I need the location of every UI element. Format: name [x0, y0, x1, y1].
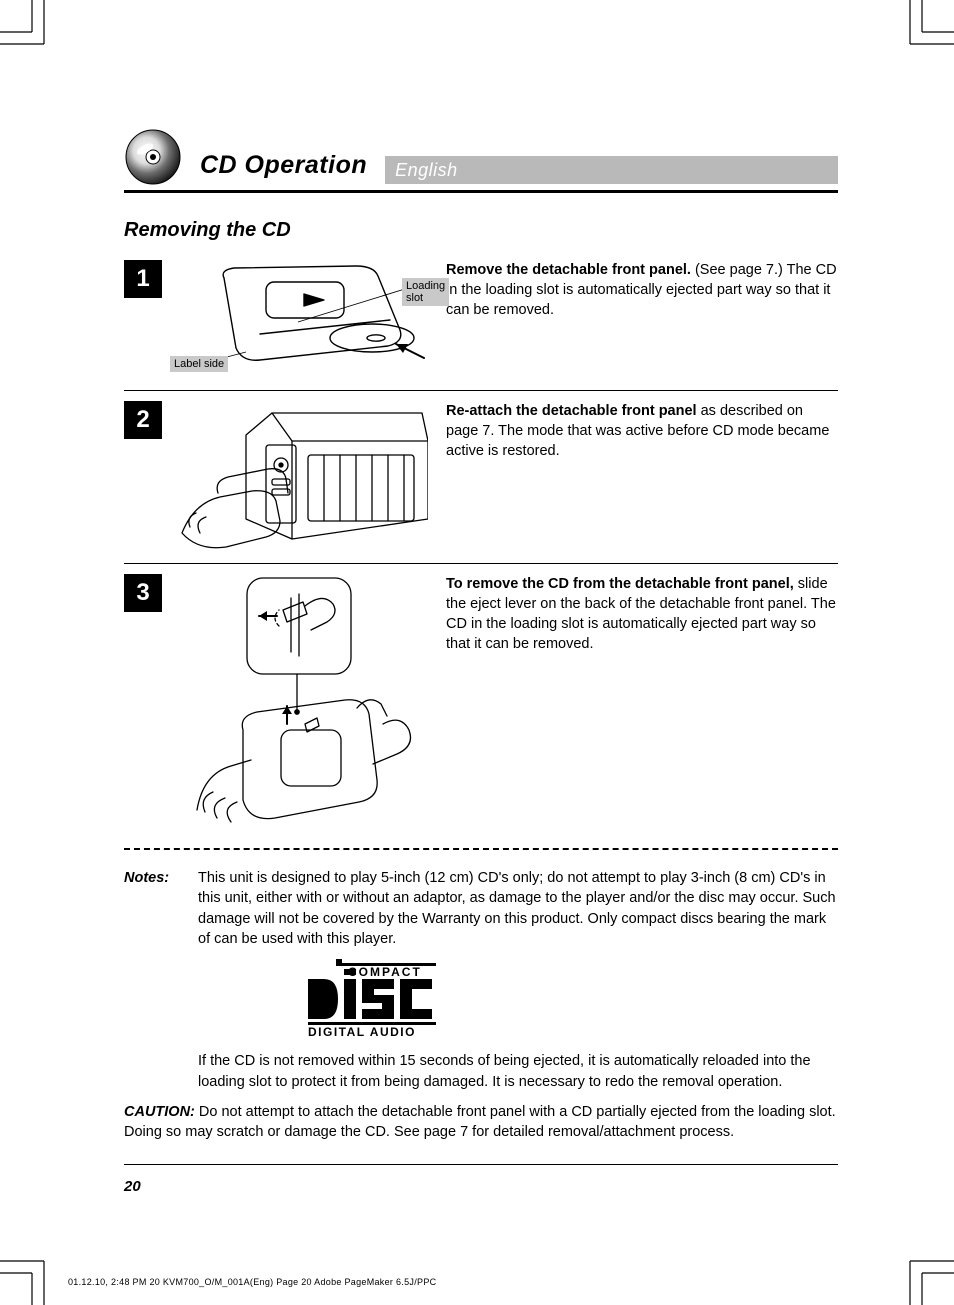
step-1-lead: Remove the detachable front panel. [446, 262, 691, 278]
notes-after-inline: can be used with this player. [214, 931, 396, 947]
step-3-figure [176, 574, 428, 834]
step-divider-1 [124, 390, 838, 391]
step-number: 1 [124, 260, 162, 298]
caution-block: CAUTION: Do not attempt to attach the de… [124, 1102, 838, 1143]
notes-block: Notes: This unit is designed to play 5-i… [124, 868, 838, 1092]
notes-label: Notes: [124, 868, 180, 888]
step-3: 3 [124, 574, 838, 834]
page-subtitle: Removing the CD [124, 219, 838, 242]
label-label-side: Label side [170, 356, 228, 372]
crop-mark-bl [0, 1235, 70, 1305]
section-title: CD Operation [200, 151, 367, 184]
imprint-line: 01.12.10, 2:48 PM 20 KVM700_O/M_001A(Eng… [68, 1277, 436, 1287]
svg-text:COMPACT: COMPACT [348, 965, 422, 979]
language-tab: English [385, 156, 838, 184]
footer-rule [124, 1164, 838, 1165]
caution-text: Do not attempt to attach the detachable … [124, 1104, 836, 1140]
step-2: 2 [124, 401, 838, 551]
label-loading-slot: Loading slot [402, 278, 449, 306]
step-1-text: Remove the detachable front panel. (See … [446, 260, 838, 378]
dashed-divider [124, 848, 838, 850]
step-1: 1 [124, 260, 838, 378]
step-1-figure: Loading slot Label side [176, 260, 428, 378]
step-2-text: Re-attach the detachable front panel as … [446, 401, 838, 551]
cd-disc-icon [124, 128, 182, 186]
crop-mark-br [884, 1235, 954, 1305]
crop-mark-tr [884, 0, 954, 70]
header-rule [124, 190, 838, 193]
notes-text: This unit is designed to play 5-inch (12… [198, 868, 838, 1092]
step-divider-2 [124, 563, 838, 564]
svg-text:DIGITAL AUDIO: DIGITAL AUDIO [308, 1025, 416, 1037]
notes-after-logo: If the CD is not removed within 15 secon… [198, 1051, 838, 1092]
language-tab-label: English [395, 160, 458, 181]
compact-disc-logo: COMPACT DIGITAL AUDIO [308, 959, 838, 1043]
page-number: 20 [124, 1178, 141, 1195]
page-content: CD Operation English Removing the CD 1 [124, 128, 838, 1143]
step-3-lead: To remove the CD from the detachable fro… [446, 576, 794, 592]
step-number: 3 [124, 574, 162, 612]
caution-label: CAUTION: [124, 1104, 195, 1120]
section-header: CD Operation English [124, 128, 838, 184]
step-3-text: To remove the CD from the detachable fro… [446, 574, 838, 834]
crop-mark-tl [0, 0, 70, 70]
step-number: 2 [124, 401, 162, 439]
step-2-lead: Re-attach the detachable front panel [446, 403, 697, 419]
step-2-figure [176, 401, 428, 551]
